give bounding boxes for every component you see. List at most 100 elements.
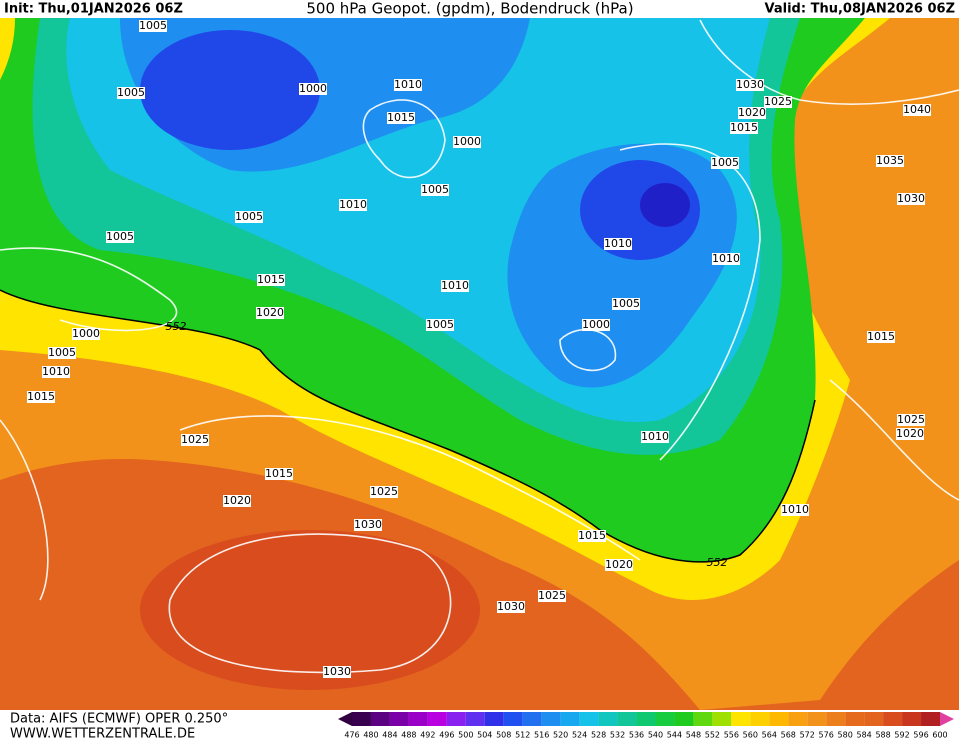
- isobar-label: 1035: [876, 154, 904, 167]
- scale-swatch: [408, 712, 428, 726]
- header-bar: [0, 0, 959, 18]
- isobar-label: 1005: [235, 210, 263, 223]
- label-box: [764, 96, 792, 108]
- label-box: [223, 495, 251, 507]
- label-box: [711, 157, 739, 169]
- label-box: [582, 319, 610, 331]
- label-box: [604, 238, 632, 250]
- scale-swatch: [579, 712, 599, 726]
- isobar-label: 1015: [387, 111, 415, 124]
- scale-label: 508: [496, 731, 511, 740]
- isobar-label: 1030: [897, 192, 925, 205]
- scale-swatch: [503, 712, 523, 726]
- isobar-label: 1015: [578, 529, 606, 542]
- scale-swatch: [902, 712, 922, 726]
- scale-label: 532: [610, 731, 625, 740]
- isobar-label: 1030: [323, 665, 351, 678]
- scale-label: 484: [382, 731, 397, 740]
- label-box: [48, 347, 76, 359]
- label-box: [117, 87, 145, 99]
- scale-swatch: [352, 712, 371, 726]
- field-core: [640, 183, 690, 227]
- scale-swatch: [674, 712, 694, 726]
- label-box: [42, 366, 70, 378]
- label-box: [370, 486, 398, 498]
- label-box: [421, 184, 449, 196]
- scale-label: 540: [648, 731, 663, 740]
- isobar: [829, 379, 959, 501]
- scale-label: 552: [705, 731, 720, 740]
- scale-label: 576: [819, 731, 834, 740]
- isobar-label: 1000: [72, 327, 100, 340]
- contour-552: [0, 289, 816, 563]
- field-low-greenland: [140, 30, 320, 150]
- scale-swatch: [560, 712, 580, 726]
- label-box: [578, 530, 606, 542]
- isobar-label: 1005: [139, 19, 167, 32]
- scale-swatch: [522, 712, 542, 726]
- scale-swatch: [921, 712, 940, 726]
- label-box: [265, 468, 293, 480]
- label-box: [181, 434, 209, 446]
- label-box: [72, 328, 100, 340]
- label-box: [106, 231, 134, 243]
- label-box: [27, 391, 55, 403]
- label-box: [781, 504, 809, 516]
- scale-label: 580: [838, 731, 853, 740]
- label-box: [612, 298, 640, 310]
- isobar-label: 552: [166, 320, 187, 333]
- scale-swatch: [826, 712, 846, 726]
- scale-label: 492: [420, 731, 435, 740]
- scale-label: 584: [856, 731, 871, 740]
- label-box: [867, 331, 895, 343]
- scale-swatch: [807, 712, 827, 726]
- valid-time: Valid: Thu,08JAN2026 06Z: [765, 2, 955, 17]
- isobar-label: 1020: [223, 494, 251, 507]
- isobar-label: 1020: [256, 306, 284, 319]
- scale-swatch: [465, 712, 485, 726]
- isobar-label: 1030: [497, 600, 525, 613]
- scale-label: 536: [629, 731, 644, 740]
- isobar-label: 1020: [738, 106, 766, 119]
- scale-label: 560: [743, 731, 758, 740]
- label-box: [339, 199, 367, 211]
- scale-label: 512: [515, 731, 530, 740]
- scale-label: 524: [572, 731, 587, 740]
- scale-label: 500: [458, 731, 473, 740]
- label-box: [426, 319, 454, 331]
- scale-swatch: [731, 712, 751, 726]
- isobar-label: 1010: [42, 365, 70, 378]
- scale-label: 592: [894, 731, 909, 740]
- scale-label: 556: [724, 731, 739, 740]
- isobar-label: 1005: [612, 297, 640, 310]
- scale-label: 588: [875, 731, 890, 740]
- label-box: [354, 519, 382, 531]
- scale-swatch: [769, 712, 789, 726]
- scale-label: 548: [686, 731, 701, 740]
- isobar-label: 1005: [711, 156, 739, 169]
- isobar-label: 1020: [896, 427, 924, 440]
- isobar: [0, 419, 49, 601]
- scale-swatch: [864, 712, 884, 726]
- isobars: [0, 19, 959, 674]
- label-box: [897, 414, 925, 426]
- field-high: [140, 530, 480, 690]
- isobar-label: 1005: [426, 318, 454, 331]
- isobar: [699, 19, 959, 105]
- scale-swatch: [712, 712, 732, 726]
- label-box: [896, 428, 924, 440]
- isobar-label: 1010: [641, 430, 669, 443]
- scale-label: 568: [781, 731, 796, 740]
- scale-swatch: [427, 712, 447, 726]
- scale-swatch: [484, 712, 504, 726]
- label-box: [712, 253, 740, 265]
- site-name: WWW.WETTERZENTRALE.DE: [10, 727, 195, 741]
- scale-swatch: [750, 712, 770, 726]
- isobar-label: 1015: [730, 121, 758, 134]
- isobar-label: 552: [707, 556, 728, 569]
- isobar-label: 1030: [354, 518, 382, 531]
- isobar-label: 1010: [339, 198, 367, 211]
